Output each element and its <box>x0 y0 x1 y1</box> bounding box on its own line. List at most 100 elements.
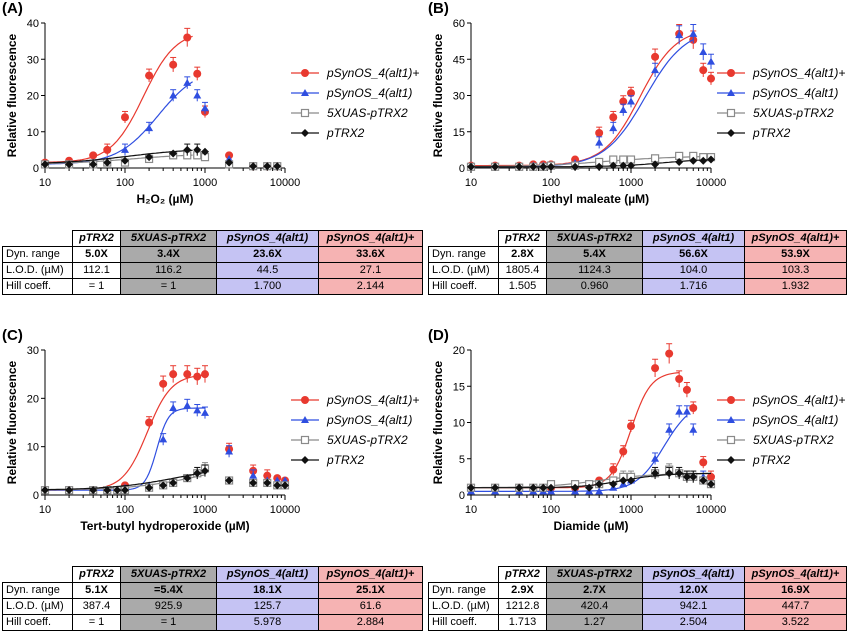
data-point <box>682 385 691 394</box>
cell: 27.1 <box>318 262 423 279</box>
data-point <box>491 483 500 492</box>
x-tick-label: 100 <box>542 177 560 189</box>
cell: 1.713 <box>498 614 547 631</box>
legend-marker <box>301 456 309 464</box>
panel-a-table: pTRX2 5XUAS-pTRX2 pSynOS_4(alt1) pSynOS_… <box>2 230 423 295</box>
y-tick-label: 60 <box>453 18 465 30</box>
data-point <box>689 29 698 37</box>
legend-marker <box>301 89 309 96</box>
data-point <box>193 372 202 381</box>
header-alt1plus: pSynOS_4(alt1)+ <box>744 566 847 583</box>
legend-label: 5XUAS-pTRX2 <box>327 106 408 120</box>
cell: 16.9X <box>744 582 847 599</box>
cell: 125.7 <box>216 598 319 615</box>
data-point <box>665 425 674 433</box>
y-axis-label: Relative fluorescence <box>431 360 445 484</box>
legend-label: pSynOS_4(alt1) <box>326 413 412 427</box>
legend-label: pTRX2 <box>752 126 791 140</box>
header-5xuas: 5XUAS-pTRX2 <box>120 566 217 583</box>
x-axis-label: H₂O₂ (µM) <box>137 192 194 206</box>
data-point <box>529 162 538 171</box>
data-point <box>183 33 192 42</box>
cell: 1.716 <box>642 278 745 295</box>
fit-curve <box>44 35 193 163</box>
legend-label: pTRX2 <box>752 453 791 467</box>
data-point <box>699 48 708 55</box>
y-tick-label: 5 <box>459 454 465 466</box>
legend-marker <box>727 89 735 96</box>
data-point <box>619 97 628 106</box>
x-tick-label: 1000 <box>193 177 217 189</box>
data-point <box>225 154 234 162</box>
cell: 1.27 <box>546 614 643 631</box>
fit-curve <box>471 415 688 492</box>
x-tick-label: 100 <box>116 504 134 516</box>
cell: 23.6X <box>216 246 319 263</box>
data-point <box>113 486 122 495</box>
fit-curve <box>45 374 206 491</box>
data-point <box>619 476 628 485</box>
header-ptrx2: pTRX2 <box>72 566 121 583</box>
cell: 1124.3 <box>546 262 643 279</box>
y-tick-label: 30 <box>27 345 39 357</box>
data-point <box>183 474 192 483</box>
data-point <box>682 407 691 415</box>
data-point <box>585 483 594 492</box>
cell: 104.0 <box>642 262 745 279</box>
cell: 61.6 <box>318 598 423 615</box>
cell: 2.8X <box>498 246 547 263</box>
legend-label: pSynOS_4(alt1)+ <box>326 393 419 407</box>
y-tick-label: 0 <box>33 163 39 175</box>
header-ptrx2: pTRX2 <box>498 230 547 247</box>
legend-marker <box>301 396 309 404</box>
cell: =5.4X <box>120 582 217 599</box>
cell: 3.4X <box>120 246 217 263</box>
panel-d-label: (D) <box>428 327 449 344</box>
data-point <box>193 69 202 78</box>
legend-marker <box>727 456 735 464</box>
cell: 2.884 <box>318 614 423 631</box>
panel-b-label: (B) <box>428 0 449 17</box>
cell: 1805.4 <box>498 262 547 279</box>
cell: 2.9X <box>498 582 547 599</box>
header-5xuas: 5XUAS-pTRX2 <box>546 566 643 583</box>
data-point <box>665 349 674 358</box>
y-tick-label: 10 <box>453 418 465 430</box>
data-point <box>595 138 604 146</box>
data-point <box>707 57 715 65</box>
row-label-lod: L.O.D. (µM) <box>428 262 499 279</box>
data-point <box>689 425 698 433</box>
data-point <box>675 31 684 39</box>
data-point <box>627 161 635 170</box>
header-ptrx2: pTRX2 <box>498 566 547 583</box>
x-tick-label: 1000 <box>193 504 217 516</box>
panel-b-chart: 0 15 30 45 60 10 100 1000 10000 Relative fluoresc… <box>431 18 845 206</box>
data-point <box>121 156 129 165</box>
fit-curve <box>471 159 712 168</box>
cell: 103.3 <box>744 262 847 279</box>
data-point <box>689 472 698 481</box>
data-point <box>651 454 660 462</box>
y-tick-label: 0 <box>459 490 465 502</box>
cell: = 1 <box>120 278 217 295</box>
data-point <box>249 471 258 479</box>
data-point <box>201 408 209 416</box>
header-alt1: pSynOS_4(alt1) <box>216 230 319 247</box>
cell: = 1 <box>72 278 121 295</box>
row-label-hill: Hill coeff. <box>2 278 73 295</box>
y-tick-label: 15 <box>453 127 465 139</box>
legend-marker <box>727 129 735 137</box>
data-point <box>121 113 129 122</box>
data-point <box>263 471 272 480</box>
data-point <box>547 483 555 492</box>
header-alt1: pSynOS_4(alt1) <box>642 566 745 583</box>
y-tick-label: 0 <box>33 490 39 502</box>
cell: 53.9X <box>744 246 847 263</box>
data-point <box>707 74 715 83</box>
data-point <box>145 153 154 162</box>
legend-marker <box>727 396 735 404</box>
data-point <box>675 375 684 383</box>
data-point <box>619 106 628 113</box>
row-label-lod: L.O.D. (µM) <box>2 262 73 279</box>
data-point <box>41 160 49 169</box>
